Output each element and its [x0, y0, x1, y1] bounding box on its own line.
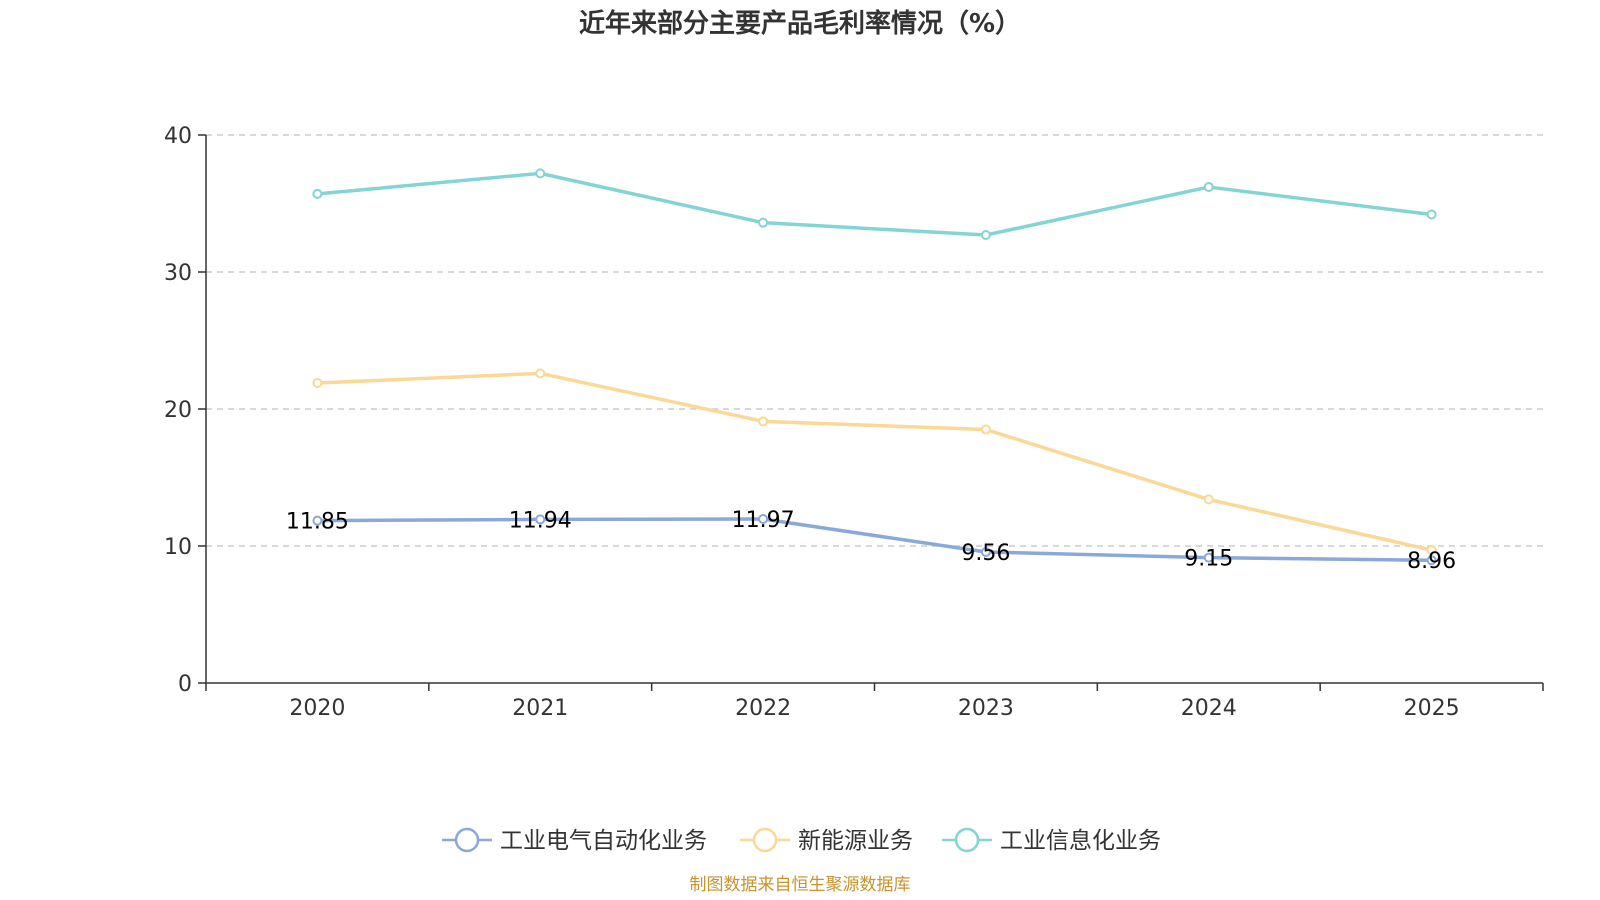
series-line-2 [317, 171, 1432, 237]
data-label-0-2021: 11.94 [509, 508, 572, 533]
series-1-point-2021[interactable] [535, 368, 546, 379]
x-tick-label-2025: 2025 [1404, 696, 1460, 721]
series-0-point-2022[interactable] [758, 514, 769, 525]
legend-item-2[interactable]: 工业信息化业务 [942, 827, 1161, 854]
series-2-point-2020[interactable] [312, 188, 323, 199]
series-0-point-2023[interactable] [980, 547, 991, 558]
legend-circle-icon [954, 827, 980, 853]
series-2-point-2025[interactable] [1426, 209, 1437, 220]
series-0-point-2021[interactable] [535, 514, 546, 525]
series-1-point-2023[interactable] [980, 424, 991, 435]
series-2-point-2023[interactable] [980, 230, 991, 241]
legend-circle-icon [752, 827, 778, 853]
series-line-0 [317, 517, 1432, 562]
data-label-0-2022: 11.97 [732, 508, 795, 533]
grid-lines [206, 134, 1543, 547]
x-tick-label-2022: 2022 [735, 696, 791, 721]
legend-label: 工业信息化业务 [1000, 828, 1161, 854]
y-tick-label: 20 [164, 398, 192, 423]
y-tick-label: 0 [178, 672, 192, 697]
data-label-0-2023: 9.56 [961, 541, 1010, 566]
y-tick-label: 10 [164, 535, 192, 560]
series-0-point-2025[interactable] [1426, 555, 1437, 566]
data-label-0-2020: 11.85 [286, 510, 349, 535]
y-tick-label: 40 [164, 124, 192, 149]
series-2-point-2021[interactable] [535, 168, 546, 179]
series-1 [312, 368, 1437, 556]
chart-title: 近年来部分主要产品毛利率情况（%） [579, 8, 1021, 39]
series-0 [312, 514, 1437, 566]
legend-label: 工业电气自动化业务 [500, 828, 707, 854]
data-label-0-2024: 9.15 [1184, 547, 1233, 572]
x-tick-label-2021: 2021 [512, 696, 568, 721]
legend-circle-icon [454, 827, 480, 853]
series-1-point-2024[interactable] [1203, 494, 1214, 505]
series-2-point-2024[interactable] [1203, 182, 1214, 193]
legend-item-1[interactable]: 新能源业务 [740, 827, 913, 854]
legend[interactable]: 工业电气自动化业务 新能源业务 工业信息化业务 [442, 827, 1161, 854]
legend-label: 新能源业务 [798, 828, 913, 854]
axes: 0 10 20 30 40 2020 2021 2022 2023 2024 2025 [164, 124, 1544, 721]
data-label-0-2025: 8.96 [1407, 549, 1456, 574]
legend-item-0[interactable]: 工业电气自动化业务 [442, 827, 707, 854]
source-note: 制图数据来自恒生聚源数据库 [690, 875, 911, 895]
data-labels: 11.85 11.94 11.97 9.56 9.15 8.96 [286, 508, 1456, 574]
y-tick-label: 30 [164, 261, 192, 286]
series-line-1 [317, 371, 1432, 552]
series-1-point-2025[interactable] [1426, 545, 1437, 556]
series-group [312, 168, 1437, 566]
series-2-point-2022[interactable] [758, 217, 769, 228]
x-tick-label-2020: 2020 [289, 696, 345, 721]
series-2 [312, 168, 1437, 241]
series-1-point-2022[interactable] [758, 416, 769, 427]
x-tick-label-2024: 2024 [1181, 696, 1237, 721]
series-0-point-2020[interactable] [312, 515, 323, 526]
series-1-point-2020[interactable] [312, 377, 323, 388]
series-0-point-2024[interactable] [1203, 552, 1214, 563]
x-tick-label-2023: 2023 [958, 696, 1014, 721]
